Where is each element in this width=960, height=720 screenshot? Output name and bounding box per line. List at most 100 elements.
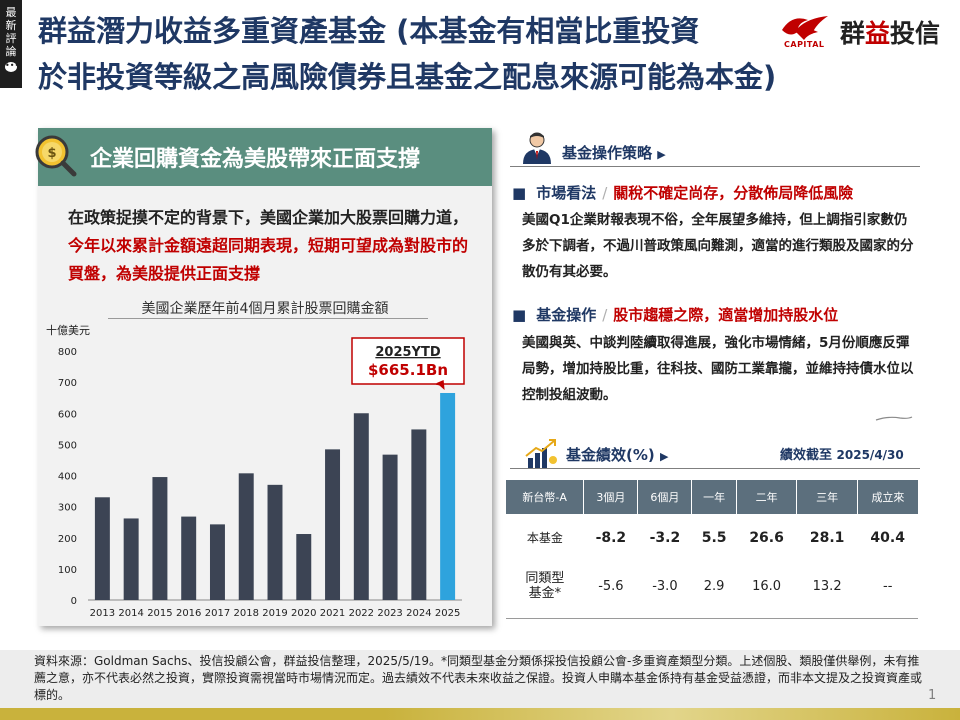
table-header-cell: 成立來 (857, 480, 918, 514)
svg-text:$: $ (47, 146, 56, 161)
chat-bubble-icon: ••• (5, 61, 20, 72)
panel-text-highlight: 今年以來累計金額遠超同期表現，短期可望成為對股市的買盤，為美股提供正面支撐 (68, 236, 469, 283)
chart-title: 美國企業歷年前4個月累計股票回購金額 (141, 301, 389, 317)
x-tick-label: 2017 (205, 608, 230, 619)
pen-stroke-mark (875, 416, 913, 421)
market-view-text: 美國Q1企業財報表現不俗，全年展望多維持，但上調指引家數仍多於下調者，不過川普政… (522, 212, 914, 280)
table-header-cell: 新台幣-A (506, 480, 585, 514)
table-cell: 5.5 (701, 530, 727, 546)
side-tab-char: 論 (5, 45, 17, 58)
performance-heading: 基金績效(%) ▶ (566, 444, 668, 465)
fund-ops-label: 基金操作 (536, 306, 597, 324)
performance-note-label: 績效截至 (780, 448, 837, 463)
panel-header: 企業回購資金為美股帶來正面支撐 (38, 128, 492, 186)
businessman-icon (523, 132, 551, 164)
panel-body-text: 在政策捉摸不定的背景下，美國企業加大股票回購力道， 今年以來累計金額遠超同期表現，… (68, 204, 478, 288)
x-tick-label: 2020 (291, 608, 316, 619)
page-title-line1: 群益潛力收益多重資產基金 (本基金有相當比重投資 (38, 14, 700, 48)
side-tab-char: 新 (5, 19, 17, 32)
fund-ops-heading: ■ 基金操作 / 股市趨穩之際，適當增加持股水位 (512, 304, 838, 325)
fund-ops-text: 美國與英、中談判陸續取得進展，強化市場情緒，5月份順應反彈局勢，增加持股比重，往… (522, 335, 914, 403)
panel-heading: 企業回購資金為美股帶來正面支撐 (90, 147, 421, 172)
table-cell: -8.2 (595, 530, 627, 546)
table-cell: -5.6 (598, 578, 624, 594)
x-tick-label: 2024 (406, 608, 431, 619)
divider (510, 166, 920, 167)
table-cell: 13.2 (812, 578, 842, 594)
y-tick-label: 500 (58, 440, 77, 451)
table-row: 本基金 -8.2 -3.2 5.5 26.6 28.1 40.4 (506, 514, 918, 562)
x-tick-label: 2021 (320, 608, 345, 619)
square-bullet-icon: ■ (512, 306, 527, 324)
bar (94, 497, 110, 600)
table-cell: -3.2 (649, 530, 681, 546)
y-tick-label: 300 (58, 503, 77, 514)
brand-char: 群 (840, 19, 866, 48)
y-tick-label: 100 (58, 565, 77, 576)
x-tick-label: 2025 (435, 608, 460, 619)
table-cell: -3.0 (652, 578, 678, 594)
table-row: 同類型 基金* -5.6 -3.0 2.9 16.0 13.2 -- (506, 562, 918, 610)
bar (238, 473, 254, 600)
row-label-line: 同類型 (525, 571, 565, 586)
performance-date-note: 績效截至 2025/4/30 (780, 444, 904, 463)
x-tick-label: 2023 (377, 608, 402, 619)
performance-note-date: 2025/4/30 (836, 448, 904, 462)
row-label: 同類型 基金* (506, 562, 584, 610)
bar (296, 534, 312, 600)
strategy-heading-text: 基金操作策略 (562, 144, 653, 162)
performance-table: 新台幣-A 3個月 6個月 一年 二年 三年 成立來 本基金 -8.2 -3.2… (506, 480, 918, 610)
y-tick-label: 200 (58, 534, 77, 545)
brand-char: 投信 (890, 19, 941, 48)
brand-char: 益 (865, 19, 891, 48)
caret-right-icon: ▶ (659, 450, 669, 463)
capital-logo-icon (782, 16, 828, 40)
row-label: 本基金 (526, 530, 563, 545)
bar (411, 429, 427, 600)
table-cell: 16.0 (752, 578, 782, 594)
market-view-heading: ■ 市場看法 / 關稅不確定尚存，分散佈局降低風險 (512, 182, 853, 203)
bar (382, 454, 398, 600)
page-title: 群益潛力收益多重資產基金 (本基金有相當比重投資 於非投資等級之高風險債券且基金… (38, 8, 958, 100)
x-tick-label: 2015 (147, 608, 172, 619)
bar (209, 524, 225, 600)
table-bottom-border (506, 618, 918, 619)
side-tab-char: 最 (5, 6, 17, 19)
capital-logo-text: CAPITAL (784, 40, 825, 49)
y-tick-label: 700 (58, 378, 77, 389)
company-logo: CAPITAL 群益投信 (778, 10, 960, 54)
x-tick-label: 2016 (176, 608, 201, 619)
brand-name: 群益投信 (840, 14, 940, 50)
y-tick-label: 0 (71, 596, 77, 607)
chart-title-underline (108, 318, 428, 319)
page-number: 1 (928, 688, 937, 703)
table-header-cell: 6個月 (637, 480, 693, 514)
x-tick-label: 2019 (262, 608, 287, 619)
strategy-heading: 基金操作策略 ▶ (562, 142, 666, 163)
side-tab-char: 評 (5, 32, 17, 45)
bar (181, 516, 197, 600)
y-tick-label: 400 (58, 472, 77, 483)
fund-ops-headline: 股市趨穩之際，適當增加持股水位 (613, 306, 839, 324)
y-axis-label: 十億美元 (46, 323, 90, 337)
bar (353, 413, 369, 600)
growth-chart-icon (525, 439, 557, 468)
table-header-cell: 二年 (736, 480, 798, 514)
page-title-line2: 於非投資等級之高風險債券且基金之配息來源可能為本金) (38, 60, 777, 94)
disclaimer-text: 資料來源：Goldman Sachs、投信投顧公會，群益投信整理，2025/5/… (34, 654, 923, 702)
bar (152, 477, 168, 600)
bar (267, 484, 283, 600)
bar (325, 449, 341, 600)
table-cell: -- (883, 578, 893, 594)
table-cell: 2.9 (703, 578, 725, 594)
side-tab-latest-review[interactable]: 最 新 評 論 ••• (0, 0, 22, 88)
annotation-line2: $665.1Bn (368, 361, 448, 379)
panel-text-normal: 在政策捉摸不定的背景下，美國企業加大股票回購力道， (68, 208, 469, 227)
table-cell: 40.4 (870, 530, 905, 546)
table-header-cell: 3個月 (583, 480, 639, 514)
slash-separator: / (602, 306, 608, 324)
x-tick-label: 2014 (118, 608, 143, 619)
market-view-label: 市場看法 (536, 184, 597, 202)
annotation-line1: 2025YTD (375, 345, 440, 360)
